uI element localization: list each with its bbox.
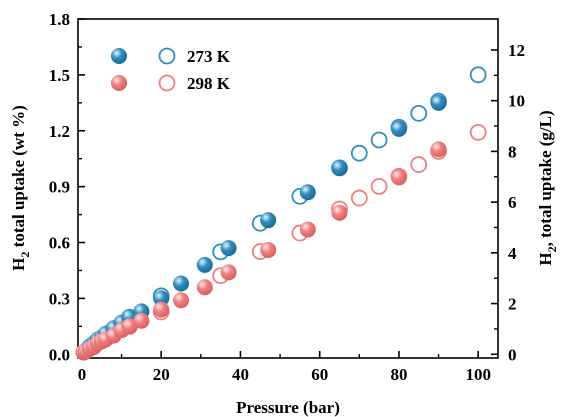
point-273k-filled	[220, 240, 237, 257]
y-axis-title-prefix: H	[9, 258, 28, 271]
point-298k-open	[350, 189, 368, 207]
y2-axis-title-prefix: H	[536, 252, 555, 265]
y2-axis-title-rest: , total uptake (g/L)	[536, 110, 555, 246]
y-tick-label: 0.3	[49, 289, 70, 308]
x-tick-label: 0	[78, 365, 87, 384]
y-axis-title-subscript: 2	[18, 252, 32, 258]
point-273k-filled	[299, 184, 316, 201]
legend-marker-298-filled	[111, 75, 127, 91]
point-273k-open	[370, 131, 388, 149]
legend: 273 K 298 K	[111, 47, 231, 93]
point-273k-filled	[196, 256, 213, 273]
point-273k-open	[350, 144, 368, 162]
y2-tick-label: 8	[508, 142, 517, 161]
point-273k-filled	[260, 212, 277, 229]
y2-tick-label: 2	[508, 295, 517, 314]
y-axis-title: H2 total uptake (wt %)	[9, 105, 32, 271]
point-273k-filled	[173, 275, 190, 292]
y2-tick-label: 0	[508, 345, 517, 364]
data-points	[75, 66, 487, 361]
point-298k-filled	[196, 279, 213, 296]
point-273k-open	[469, 66, 487, 84]
y2-tick-label: 6	[508, 193, 517, 212]
y2-tick-label: 12	[508, 41, 525, 60]
x-tick-label: 40	[232, 365, 249, 384]
x-tick-label: 100	[465, 365, 491, 384]
y2-tick-label: 4	[508, 244, 517, 263]
plot-frame	[77, 18, 499, 359]
y-tick-label: 1.8	[49, 10, 70, 29]
legend-label-273: 273 K	[187, 47, 231, 66]
point-298k-filled	[153, 301, 170, 318]
axis-ticks: 0 20 40 60 80 100 0.0 0.3 0.6 0.9 1.2 1.5 1.8 0 2 4 6 8 10…	[49, 10, 525, 384]
point-298k-open	[410, 156, 428, 173]
y-axis-title-rest: total uptake (wt %)	[9, 105, 28, 251]
legend-label-298: 298 K	[187, 74, 231, 93]
legend-marker-298-open	[158, 74, 176, 92]
point-273k-filled	[153, 290, 170, 307]
x-axis-title: Pressure (bar)	[236, 398, 340, 417]
y-tick-label: 0.0	[49, 345, 70, 364]
x-tick-label: 80	[390, 365, 407, 384]
point-298k-filled	[133, 312, 150, 329]
point-298k-filled	[299, 221, 316, 238]
point-298k-filled	[260, 241, 277, 258]
point-298k-filled	[390, 169, 407, 186]
point-298k-open	[469, 123, 487, 141]
point-273k-filled	[430, 94, 447, 111]
point-273k-open	[410, 104, 428, 122]
point-298k-filled	[430, 141, 447, 158]
y-tick-label: 0.9	[49, 178, 70, 197]
legend-marker-273-open	[158, 47, 176, 65]
y-tick-label: 1.5	[49, 66, 70, 85]
x-tick-label: 20	[153, 365, 170, 384]
point-298k-filled	[331, 204, 348, 221]
point-298k-open	[370, 177, 388, 195]
legend-marker-273-filled	[111, 48, 127, 64]
y-tick-label: 1.2	[49, 122, 70, 141]
y-tick-label: 0.6	[49, 234, 70, 253]
point-273k-filled	[331, 160, 348, 177]
y2-axis-title: H2, total uptake (g/L)	[536, 110, 559, 265]
y2-axis-title-subscript: 2	[545, 246, 559, 252]
x-tick-label: 60	[311, 365, 328, 384]
point-273k-filled	[390, 120, 407, 137]
point-298k-filled	[220, 264, 237, 281]
point-298k-filled	[173, 292, 190, 309]
point-298k-filled	[121, 318, 138, 335]
y2-tick-label: 10	[508, 92, 525, 111]
